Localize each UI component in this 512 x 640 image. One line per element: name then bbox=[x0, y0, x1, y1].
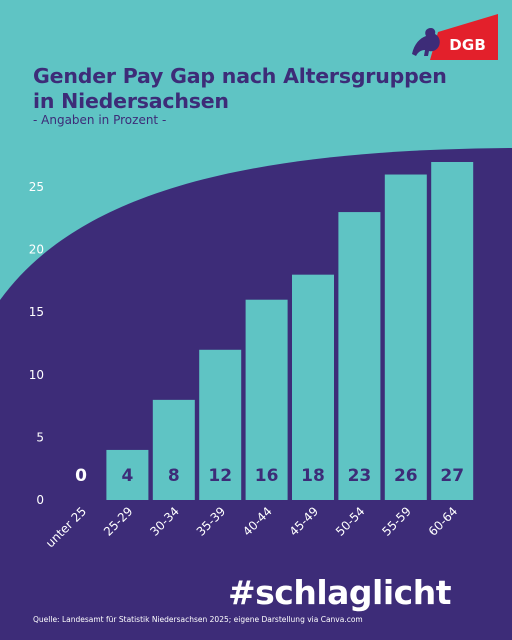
x-tick-label: 30-34 bbox=[147, 504, 182, 539]
bar bbox=[384, 174, 427, 500]
x-tick-label: 45-49 bbox=[287, 504, 322, 539]
dgb-logo bbox=[408, 14, 498, 60]
data-label: 23 bbox=[348, 466, 372, 486]
x-tick-label: 50-54 bbox=[333, 504, 368, 539]
x-tick-label: unter 25 bbox=[43, 504, 89, 550]
logo-text: DGB bbox=[449, 36, 486, 54]
bar bbox=[431, 162, 474, 500]
data-label: 4 bbox=[121, 466, 133, 486]
data-label: 16 bbox=[255, 466, 279, 486]
bar bbox=[338, 212, 381, 500]
data-label: 27 bbox=[440, 466, 464, 486]
y-tick-label: 0 bbox=[36, 493, 44, 507]
data-label: 18 bbox=[301, 466, 325, 486]
x-tick-label: 35-39 bbox=[194, 504, 229, 539]
x-tick-label: 55-59 bbox=[379, 504, 414, 539]
y-tick-label: 25 bbox=[29, 180, 44, 194]
x-tick-label: 60-64 bbox=[426, 504, 461, 539]
y-tick-label: 5 bbox=[36, 430, 44, 444]
data-label: 12 bbox=[208, 466, 232, 486]
source-note: Quelle: Landesamt für Statistik Niedersa… bbox=[33, 615, 363, 624]
chart-subtitle: - Angaben in Prozent - bbox=[33, 113, 167, 127]
dgb-logo-icon bbox=[412, 14, 498, 60]
bar bbox=[199, 349, 242, 500]
data-label: 0 bbox=[75, 466, 87, 486]
bar bbox=[106, 449, 149, 500]
data-label: 26 bbox=[394, 466, 418, 486]
x-tick-label: 25-29 bbox=[101, 504, 136, 539]
bar bbox=[292, 274, 334, 500]
y-tick-label: 15 bbox=[29, 305, 44, 319]
y-tick-label: 20 bbox=[29, 243, 44, 257]
hashtag: #schlaglicht bbox=[228, 573, 452, 612]
data-label: 8 bbox=[168, 466, 180, 486]
y-tick-label: 10 bbox=[29, 368, 44, 382]
chart-title: Gender Pay Gap nach Altersgruppen in Nie… bbox=[33, 64, 447, 113]
bar bbox=[152, 399, 195, 500]
x-tick-label: 40-44 bbox=[240, 504, 275, 539]
bar bbox=[245, 299, 288, 500]
